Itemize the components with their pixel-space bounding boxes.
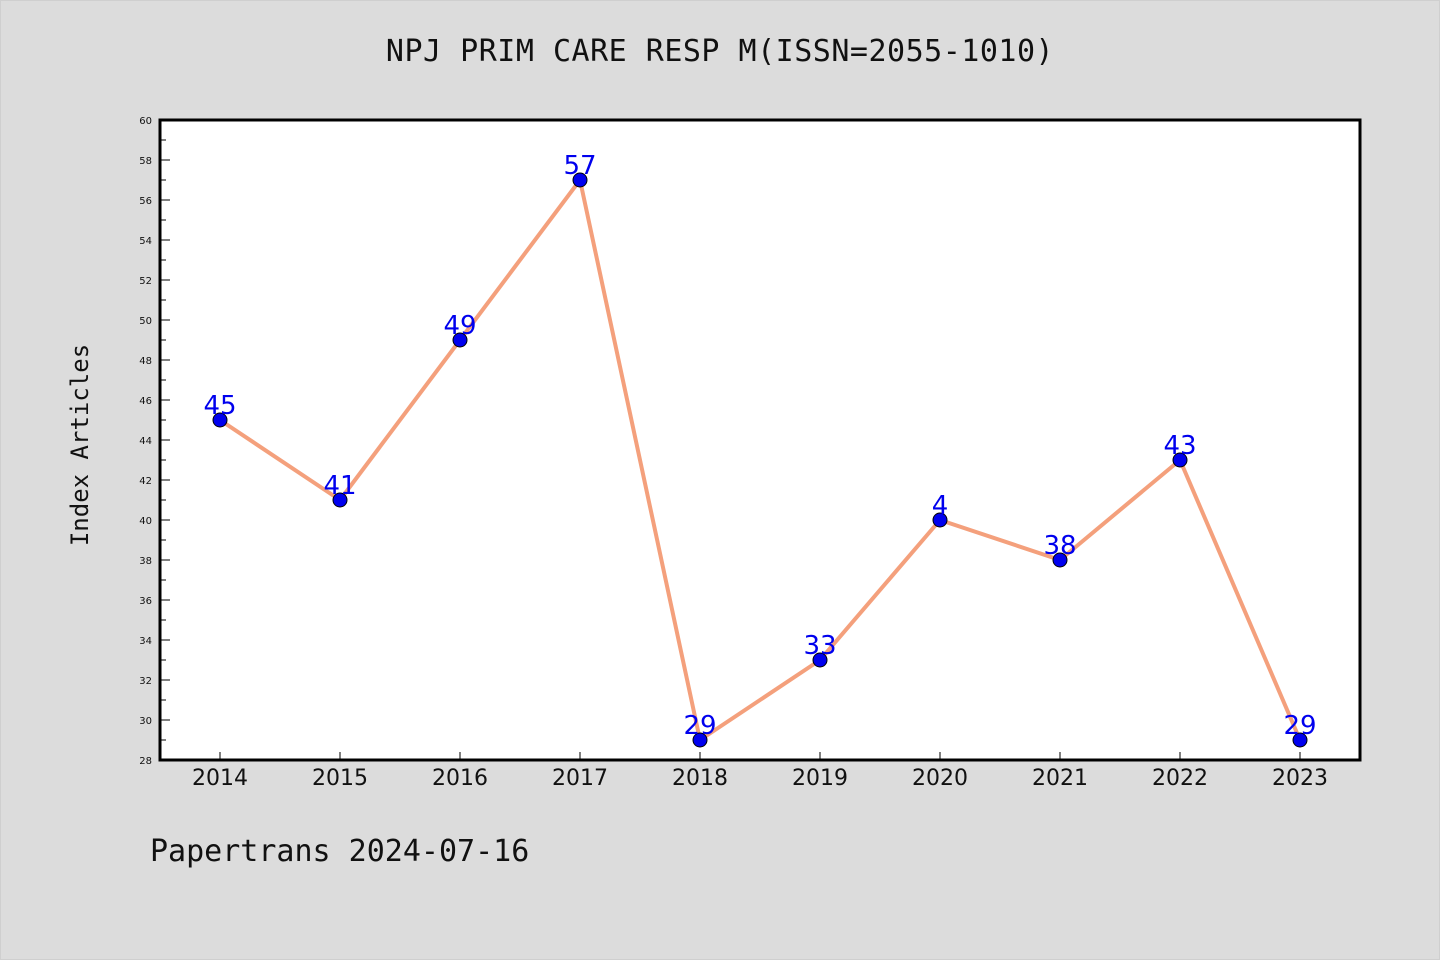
y-tick-label: 38 <box>139 556 152 567</box>
data-point <box>932 512 948 528</box>
data-label: 38 <box>1043 531 1076 561</box>
x-tick-label: 2022 <box>1152 766 1208 791</box>
x-tick-label: 2017 <box>552 766 608 791</box>
y-tick-label: 30 <box>139 716 152 727</box>
x-tick-label: 2021 <box>1032 766 1088 791</box>
data-label: 33 <box>803 631 836 661</box>
y-tick-label: 36 <box>139 596 152 607</box>
y-tick-label: 42 <box>139 476 152 487</box>
y-tick-label: 32 <box>139 676 152 687</box>
data-point <box>1052 552 1068 568</box>
y-tick-label: 44 <box>139 436 152 447</box>
y-tick-label: 54 <box>139 236 152 247</box>
y-tick-label: 52 <box>139 276 152 287</box>
x-tick-label: 2023 <box>1272 766 1328 791</box>
y-tick-label: 56 <box>139 196 152 207</box>
data-label: 29 <box>1283 711 1316 741</box>
chart-title: NPJ PRIM CARE RESP M(ISSN=2055-1010) <box>385 34 1055 69</box>
data-point <box>812 652 828 668</box>
data-label: 41 <box>323 471 356 501</box>
x-tick-label: 2014 <box>192 766 248 791</box>
data-point <box>332 492 348 508</box>
y-tick-label: 60 <box>139 116 152 127</box>
x-tick-label: 2018 <box>672 766 728 791</box>
x-tick-label: 2020 <box>912 766 968 791</box>
data-point <box>572 172 588 188</box>
y-tick-label: 40 <box>139 516 152 527</box>
x-tick-label: 2019 <box>792 766 848 791</box>
data-point <box>1292 732 1308 748</box>
data-label: 4 <box>932 491 949 521</box>
data-label: 57 <box>563 151 596 181</box>
y-tick-label: 48 <box>139 356 152 367</box>
y-tick-label: 28 <box>139 756 152 767</box>
data-point <box>452 332 468 348</box>
x-tick-label: 2016 <box>432 766 488 791</box>
data-point <box>692 732 708 748</box>
y-tick-label: 34 <box>139 636 152 647</box>
data-label: 45 <box>203 391 236 421</box>
data-label: 43 <box>1163 431 1196 461</box>
y-tick-label: 58 <box>139 156 152 167</box>
series-line <box>218 178 1302 742</box>
footer-note: Papertrans 2024-07-16 <box>150 834 530 869</box>
data-point <box>1172 452 1188 468</box>
plot-area <box>158 118 1362 762</box>
data-point <box>212 412 228 428</box>
x-tick-label: 2015 <box>312 766 368 791</box>
data-label: 29 <box>683 711 716 741</box>
y-tick-label: 50 <box>139 316 152 327</box>
data-label: 49 <box>443 311 476 341</box>
y-tick-label: 46 <box>139 396 152 407</box>
